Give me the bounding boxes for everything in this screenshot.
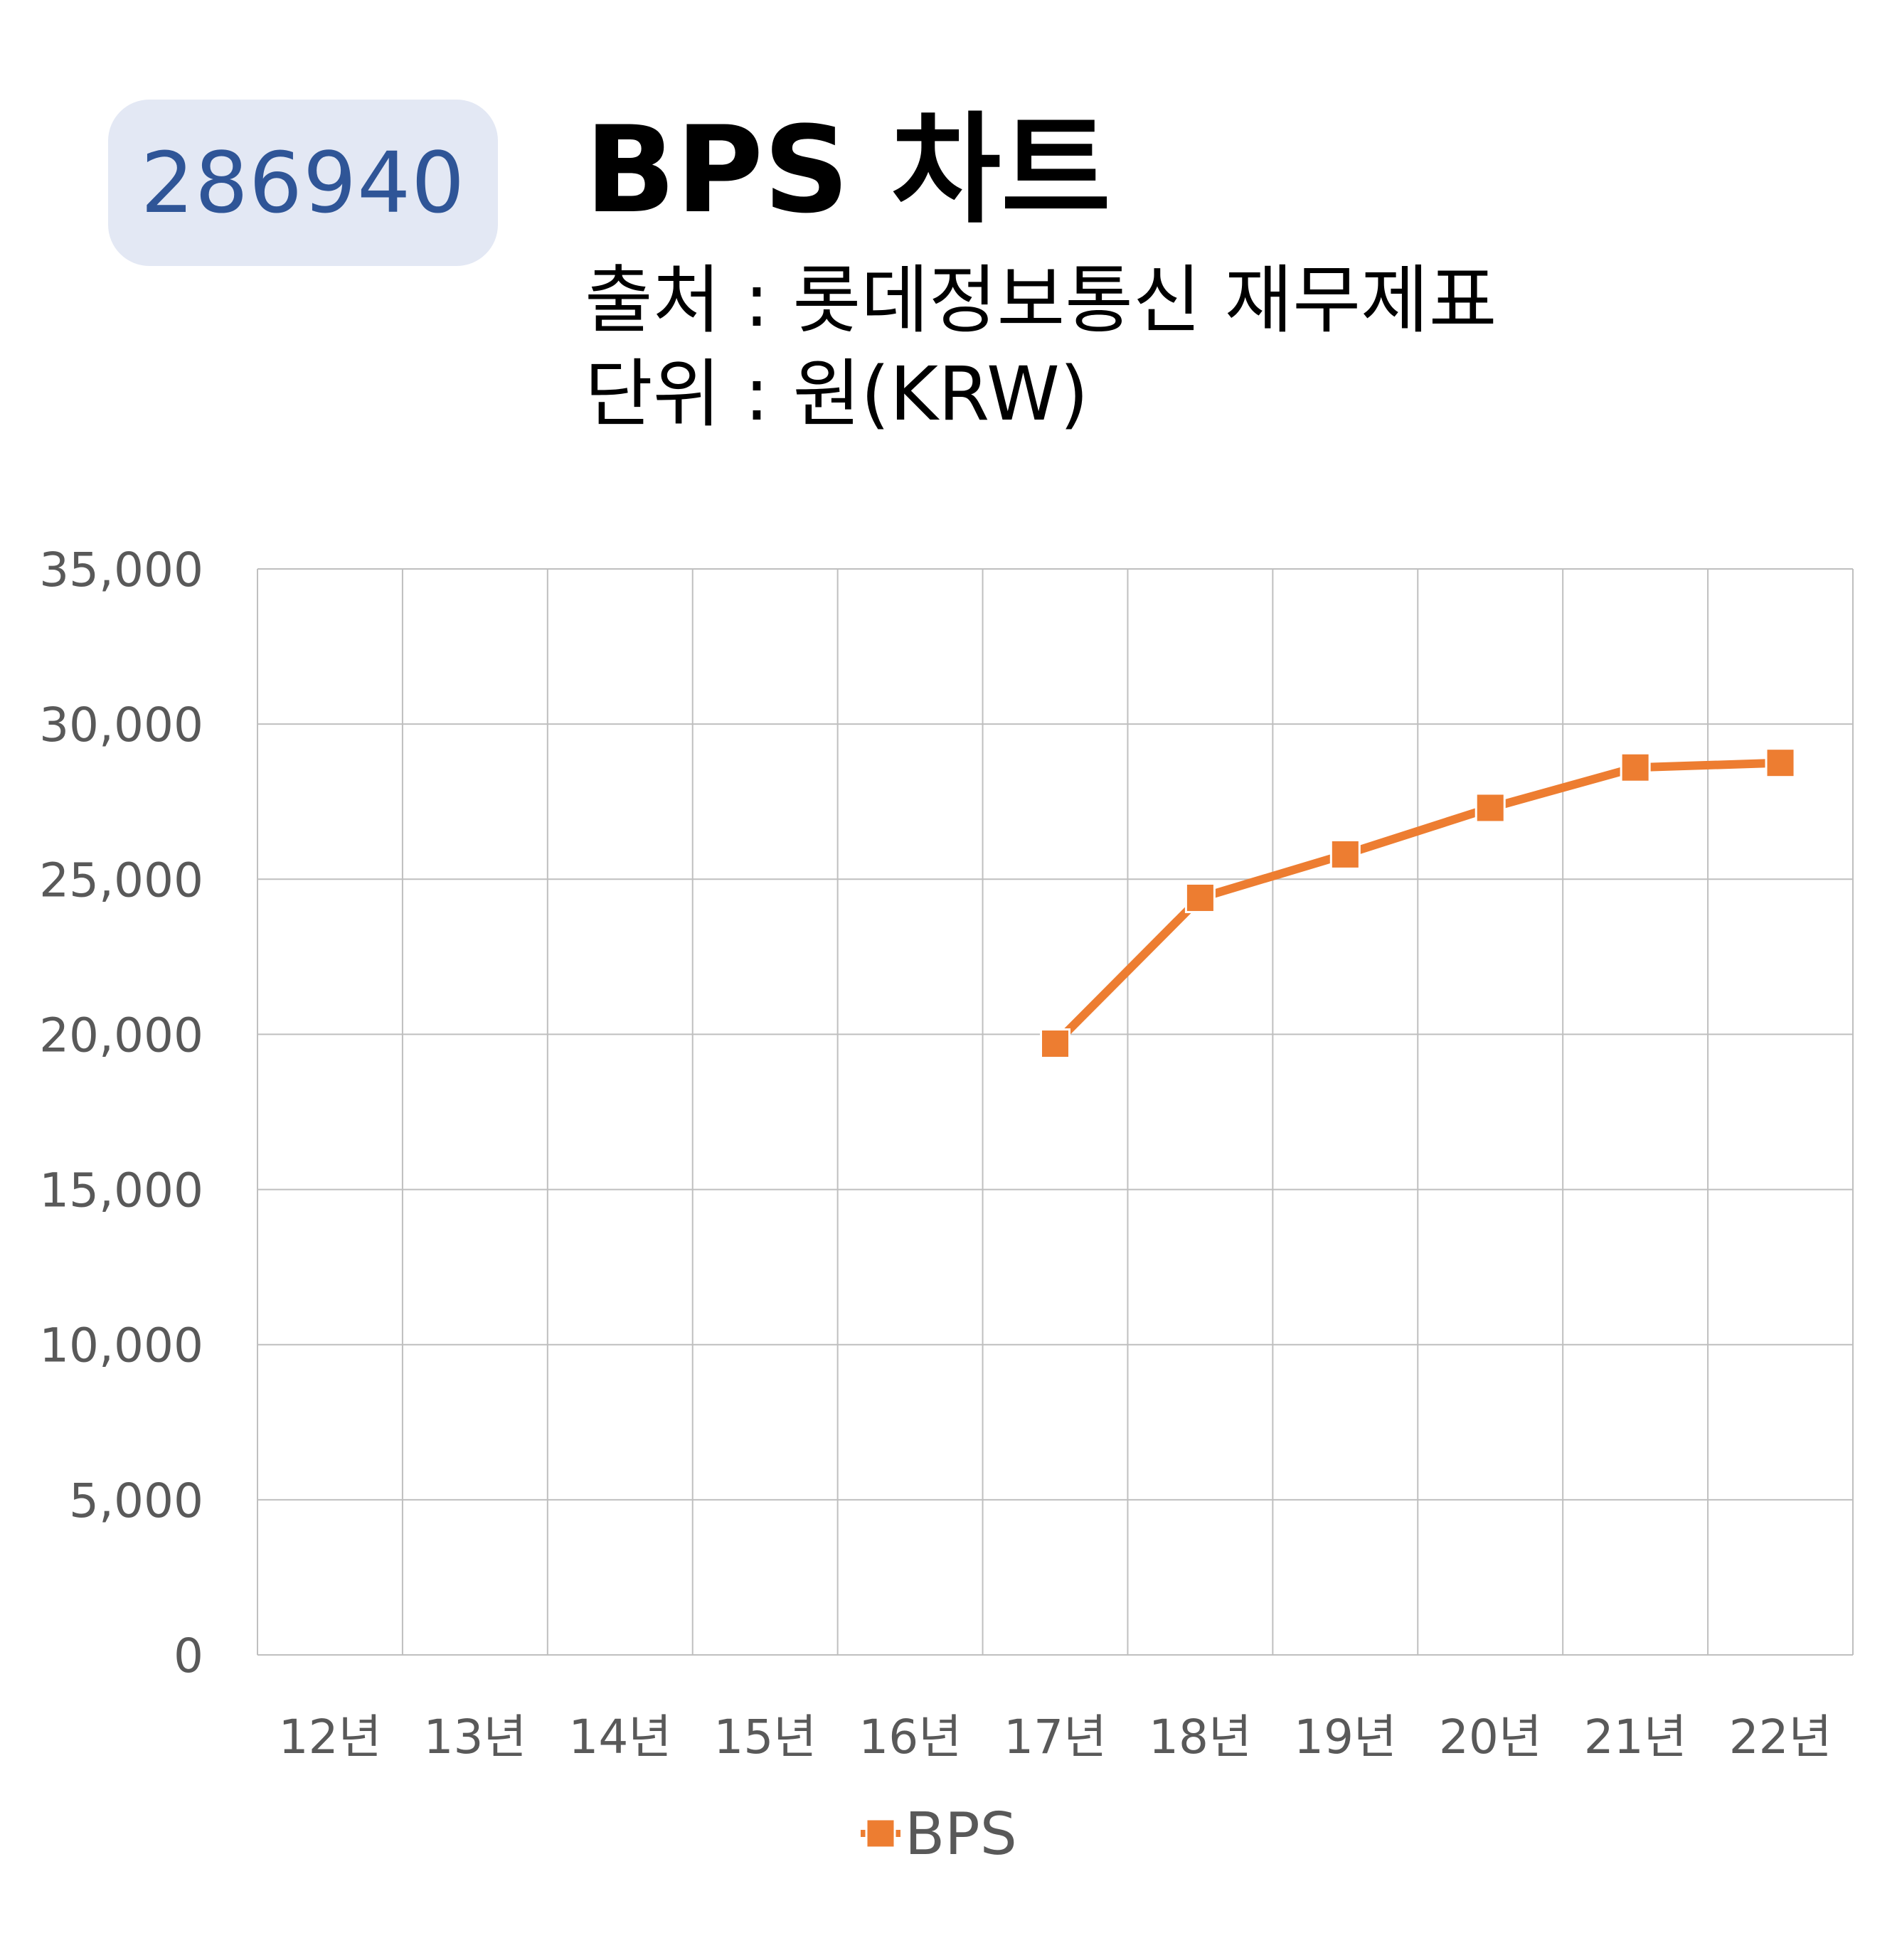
data-point-marker [1040,1028,1070,1060]
y-tick-label: 10,000 [39,1319,203,1373]
y-tick-label: 20,000 [39,1008,203,1062]
x-tick-label: 20년 [1439,1710,1542,1764]
x-tick-label: 19년 [1294,1710,1397,1764]
data-point-marker [1329,838,1361,870]
legend-label: BPS [905,1801,1017,1868]
data-point-marker [1620,752,1651,783]
stock-code: 286940 [140,134,466,232]
data-point-marker [1184,882,1216,913]
series-line-bps [1051,758,1785,1048]
x-tick-label: 14년 [568,1710,671,1764]
chart-title: BPS 차트 [585,100,1111,240]
y-tick-label: 5,000 [69,1474,203,1528]
x-tick-label: 15년 [713,1710,817,1764]
data-point-marker [1765,747,1796,779]
y-tick-label: 30,000 [39,698,203,752]
x-tick-label: 13년 [424,1710,527,1764]
x-tick-label: 12년 [279,1710,382,1764]
y-tick-label: 0 [174,1629,203,1683]
stock-code-badge: 286940 [108,100,498,266]
source-note: 출처 : 롯데정보통신 재무제표 [585,257,1497,343]
x-tick-label: 21년 [1584,1710,1687,1764]
y-tick-label: 25,000 [39,853,203,907]
legend-marker [865,1818,896,1849]
unit-note: 단위 : 원(KRW) [585,351,1089,437]
x-tick-label: 18년 [1149,1710,1252,1764]
x-tick-label: 16년 [859,1710,962,1764]
y-tick-label: 15,000 [39,1163,203,1218]
x-tick-label: 22년 [1729,1710,1832,1764]
y-tick-label: 35,000 [39,543,203,597]
data-point-marker [1474,792,1506,824]
x-tick-label: 17년 [1004,1710,1107,1764]
